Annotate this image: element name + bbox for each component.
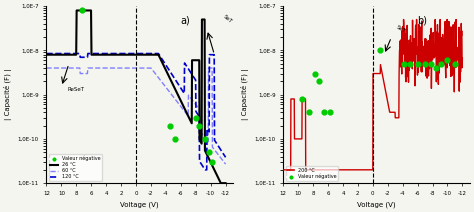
Legend: Valeur négative, 26 °C, 60 °C, 120 °C: Valeur négative, 26 °C, 60 °C, 120 °C	[49, 154, 101, 181]
Point	[432, 66, 440, 70]
Point	[311, 72, 319, 75]
Point	[298, 97, 306, 101]
Text: a): a)	[181, 15, 191, 25]
Point	[414, 62, 421, 66]
Point	[421, 62, 429, 66]
Text: ReSeT: ReSeT	[67, 87, 84, 92]
Point	[171, 137, 179, 141]
Point	[406, 62, 414, 66]
X-axis label: Voltage (V): Voltage (V)	[357, 201, 396, 208]
Y-axis label: | Capacité (F) |: | Capacité (F) |	[241, 69, 249, 120]
Point	[192, 116, 200, 120]
Point	[444, 59, 451, 62]
Point	[209, 160, 216, 164]
Legend: 200 °C, Valeur négative: 200 °C, Valeur négative	[286, 166, 338, 181]
Point	[401, 62, 408, 66]
Text: b): b)	[418, 15, 428, 25]
Point	[205, 151, 213, 154]
Point	[376, 49, 384, 52]
Point	[438, 62, 445, 66]
Point	[451, 62, 459, 66]
Point	[315, 80, 323, 83]
Point	[427, 62, 435, 66]
Y-axis label: | Capacité (F) |: | Capacité (F) |	[4, 69, 12, 120]
Text: SeT: SeT	[395, 24, 407, 34]
Text: SeT: SeT	[222, 14, 233, 25]
Point	[196, 124, 203, 127]
Point	[201, 137, 209, 141]
X-axis label: Voltage (V): Voltage (V)	[120, 201, 159, 208]
Point	[320, 111, 328, 114]
Point	[306, 111, 313, 114]
Point	[79, 9, 86, 12]
Point	[326, 111, 333, 114]
Point	[166, 124, 173, 127]
